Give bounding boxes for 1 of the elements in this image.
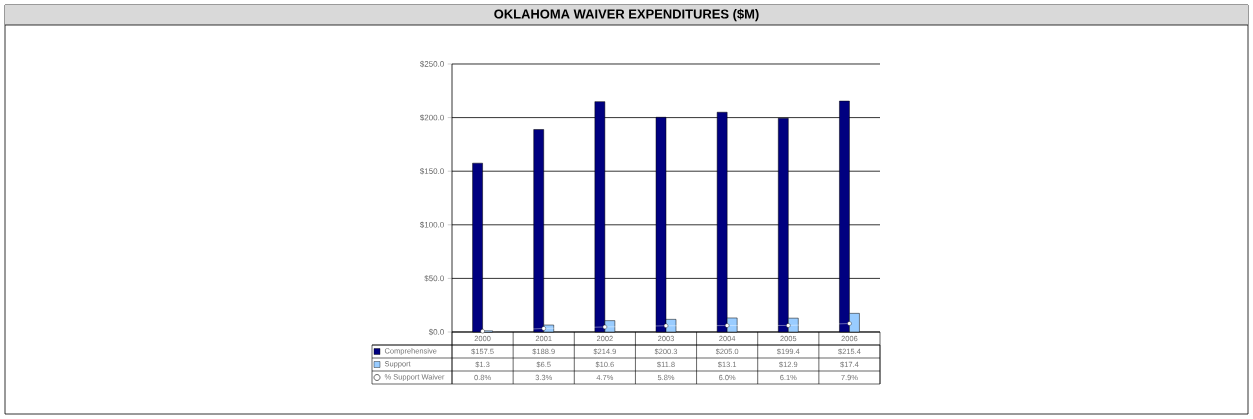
chart-title: OKLAHOMA WAIVER EXPENDITURES ($M) bbox=[494, 8, 759, 22]
